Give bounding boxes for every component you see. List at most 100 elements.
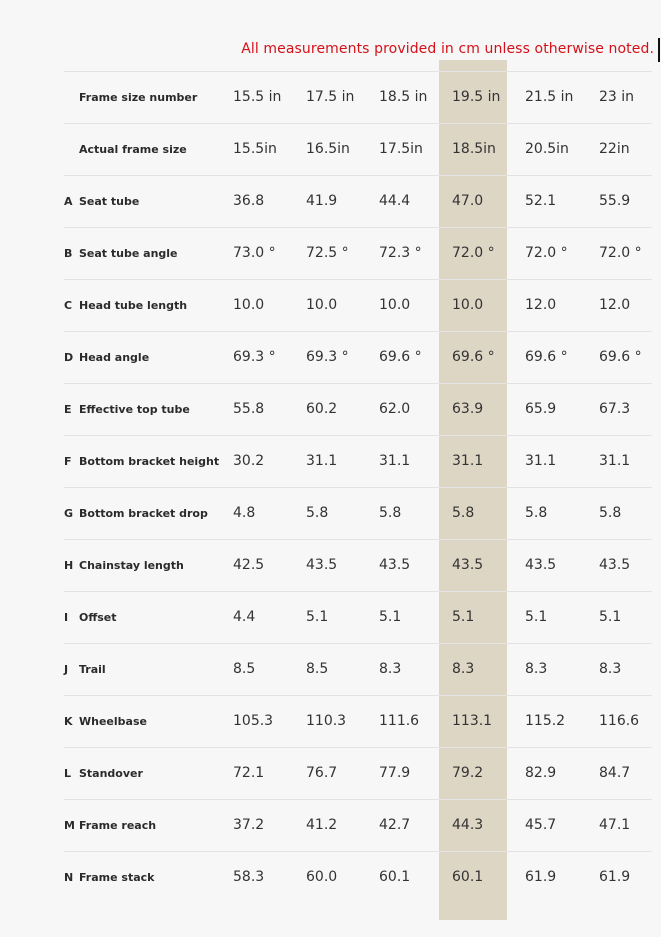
row-letter: I: [64, 611, 69, 624]
geometry-table: Frame size number 15.5 in 17.5 in 18.5 in 19…: [64, 71, 652, 903]
table-cell: 47.0: [452, 193, 484, 209]
row-label: Offset: [79, 611, 117, 624]
table-row: D Head angle 69.3 ° 69.3 ° 69.6 ° 69.6 ° 69.6 …: [64, 331, 652, 383]
table-cell: 5.1: [306, 609, 329, 625]
table-cell: 113.1: [452, 713, 493, 729]
table-cell: 60.1: [379, 869, 411, 885]
table-row: J Trail 8.5 8.5 8.3 8.3 8.3 8.3: [64, 643, 652, 695]
table-cell: 15.5in: [233, 141, 277, 157]
row-letter: A: [64, 195, 73, 208]
row-label: Actual frame size: [79, 143, 187, 156]
table-cell: 16.5in: [306, 141, 350, 157]
row-label: Head angle: [79, 351, 150, 364]
table-cell: 72.1: [233, 765, 265, 781]
table-cell: 60.0: [306, 869, 338, 885]
table-cell: 31.1: [599, 453, 631, 469]
table-cell: 18.5in: [452, 141, 496, 157]
table-cell: 69.6 °: [452, 349, 495, 365]
table-cell: 79.2: [452, 765, 484, 781]
table-cell: 10.0: [233, 297, 265, 313]
row-letter: J: [64, 663, 69, 676]
table-cell: 58.3: [233, 869, 265, 885]
table-cell: 55.8: [233, 401, 265, 417]
table-cell: 5.8: [379, 505, 402, 521]
table-cell: 10.0: [379, 297, 411, 313]
table-cell: 30.2: [233, 453, 265, 469]
table-cell: 69.6 °: [379, 349, 422, 365]
table-cell: 60.2: [306, 401, 338, 417]
table-cell: 77.9: [379, 765, 411, 781]
table-row: K Wheelbase 105.3 110.3 111.6 113.1 115.2 116.6: [64, 695, 652, 747]
table-cell: 31.1: [379, 453, 411, 469]
table-cell: 52.1: [525, 193, 557, 209]
row-letter: C: [64, 299, 73, 312]
table-row: B Seat tube angle 73.0 ° 72.5 ° 72.3 ° 72.0 °…: [64, 227, 652, 279]
table-cell: 105.3: [233, 713, 274, 729]
table-cell: 43.5: [306, 557, 338, 573]
row-label: Frame size number: [79, 91, 198, 104]
table-cell: 5.8: [525, 505, 548, 521]
table-cell: 72.3 °: [379, 245, 422, 261]
row-label: Bottom bracket height: [79, 455, 220, 468]
row-label: Frame stack: [79, 871, 155, 884]
table-cell: 8.3: [525, 661, 548, 677]
table-cell: 5.8: [306, 505, 329, 521]
row-letter: H: [64, 559, 74, 572]
table-cell: 18.5 in: [379, 89, 428, 105]
table-cell: 67.3: [599, 401, 631, 417]
table-cell: 82.9: [525, 765, 557, 781]
table-cell: 5.1: [599, 609, 622, 625]
table-cell: 8.3: [452, 661, 475, 677]
table-cell: 15.5 in: [233, 89, 282, 105]
table-cell: 23 in: [599, 89, 635, 105]
table-row: I Offset 4.4 5.1 5.1 5.1 5.1 5.1: [64, 591, 652, 643]
row-label: Wheelbase: [79, 715, 147, 728]
table-cell: 8.5: [306, 661, 329, 677]
table-cell: 47.1: [599, 817, 631, 833]
table-cell: 42.5: [233, 557, 265, 573]
text-cursor: [658, 38, 660, 62]
table-cell: 31.1: [525, 453, 557, 469]
table-cell: 41.9: [306, 193, 338, 209]
table-cell: 115.2: [525, 713, 566, 729]
table-cell: 72.0 °: [525, 245, 568, 261]
table-cell: 17.5in: [379, 141, 423, 157]
row-label: Standover: [79, 767, 143, 780]
table-row: Frame size number 15.5 in 17.5 in 18.5 in 19…: [64, 71, 652, 123]
table-cell: 4.4: [233, 609, 256, 625]
table-cell: 111.6: [379, 713, 420, 729]
row-label: Seat tube: [79, 195, 140, 208]
row-letter: N: [64, 871, 74, 884]
row-letter: B: [64, 247, 73, 260]
table-cell: 43.5: [452, 557, 484, 573]
table-cell: 110.3: [306, 713, 347, 729]
table-cell: 72.0 °: [599, 245, 642, 261]
table-cell: 116.6: [599, 713, 640, 729]
table-cell: 55.9: [599, 193, 631, 209]
table-cell: 12.0: [525, 297, 557, 313]
table-cell: 72.5 °: [306, 245, 349, 261]
table-cell: 45.7: [525, 817, 557, 833]
table-cell: 72.0 °: [452, 245, 495, 261]
row-label: Effective top tube: [79, 403, 190, 416]
table-cell: 20.5in: [525, 141, 569, 157]
row-label: Chainstay length: [79, 559, 184, 572]
table-cell: 65.9: [525, 401, 557, 417]
table-cell: 76.7: [306, 765, 338, 781]
table-cell: 61.9: [525, 869, 557, 885]
table-cell: 5.1: [525, 609, 548, 625]
table-cell: 19.5 in: [452, 89, 501, 105]
table-row: A Seat tube 36.8 41.9 44.4 47.0 52.1 55.9: [64, 175, 652, 227]
table-cell: 5.8: [599, 505, 622, 521]
table-cell: 8.5: [233, 661, 256, 677]
table-cell: 12.0: [599, 297, 631, 313]
measurement-note: All measurements provided in cm unless o…: [241, 41, 654, 57]
row-letter: L: [64, 767, 72, 780]
table-cell: 21.5 in: [525, 89, 574, 105]
table-cell: 69.6 °: [525, 349, 568, 365]
table-cell: 69.3 °: [306, 349, 349, 365]
table-cell: 5.8: [452, 505, 475, 521]
row-label: Head tube length: [79, 299, 188, 312]
table-cell: 31.1: [306, 453, 338, 469]
table-row: E Effective top tube 55.8 60.2 62.0 63.9 65.9 6…: [64, 383, 652, 435]
